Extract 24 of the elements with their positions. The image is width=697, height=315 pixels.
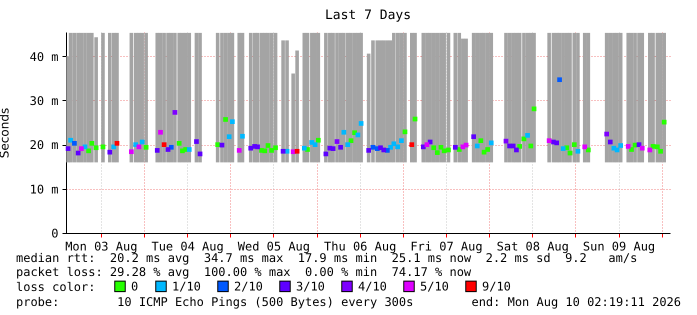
text: packet loss: 29.28 % avg 100.00 % max 0.00 % min 74.17 % now xyxy=(16,265,472,279)
x-tick-label: Fri 07 Aug xyxy=(410,240,483,254)
x-tick-label: Mon 03 Aug xyxy=(65,240,138,254)
x-tick-label: Tue 04 Aug xyxy=(151,240,224,254)
chart-title: Last 7 Days xyxy=(324,8,412,23)
y-tick-label: 40 m xyxy=(30,50,58,64)
legend-title: loss color: xyxy=(16,280,96,294)
text: end: Mon Aug 10 02:19:11 2026 xyxy=(471,295,681,309)
legend-label: 4/10 xyxy=(358,279,387,294)
y-tick-label: 30 m xyxy=(30,94,58,108)
legend-label: 5/10 xyxy=(420,279,449,294)
legend-label: 9/10 xyxy=(482,279,511,294)
y-tick-label: 10 m xyxy=(30,182,58,196)
y-tick-label: 20 m xyxy=(30,138,58,152)
text: probe: 10 ICMP Echo Pings (500 Bytes) every 300s xyxy=(16,295,414,309)
legend-label: 0 xyxy=(131,279,138,294)
legend-label: 1/10 xyxy=(172,279,201,294)
x-tick-label: Thu 06 Aug xyxy=(324,240,396,254)
legend-label: 2/10 xyxy=(234,279,263,294)
x-tick-label: Wed 05 Aug xyxy=(238,240,310,254)
legend-label: 3/10 xyxy=(296,279,325,294)
x-tick-label: Sun 09 Aug xyxy=(582,240,656,254)
x-tick-label: Sat 08 Aug xyxy=(496,240,569,254)
y-tick-label: 0 xyxy=(51,226,58,240)
